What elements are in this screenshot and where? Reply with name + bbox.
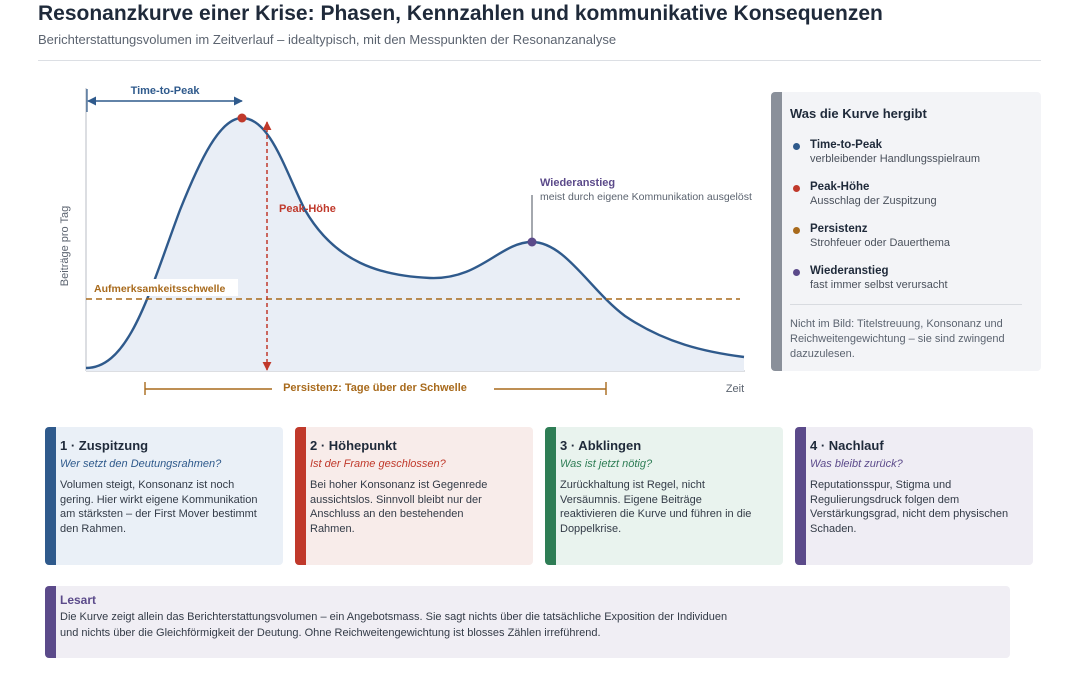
resonance-chart: Beiträge pro Tag Zeit Aufmerksamkeitssch…	[59, 85, 752, 395]
phase-card-accent	[45, 427, 56, 565]
legend-note: Nicht im Bild: Titelstreuung, Konsonanz …	[790, 318, 1005, 360]
x-axis-label: Zeit	[726, 383, 744, 395]
phase-card-body: Zurückhaltung ist Regel, nicht Versäumni…	[560, 479, 752, 535]
phase-card-title: 2 · Höhepunkt	[310, 438, 397, 453]
time-to-peak-label: Time-to-Peak	[131, 85, 201, 97]
legend-divider	[790, 304, 1022, 305]
legend-item-name: Wiederanstieg	[810, 265, 889, 277]
phase-card-abklingen: 3 · Abklingen Was ist jetzt nötig? Zurüc…	[545, 427, 783, 565]
phase-card-body: Volumen steigt, Konsonanz ist noch gerin…	[60, 479, 258, 535]
legend-item-name: Persistenz	[810, 223, 868, 235]
header-divider	[38, 60, 1041, 61]
phase-card-title: 4 · Nachlauf	[810, 438, 884, 453]
legend-item-desc: Ausschlag der Zuspitzung	[810, 195, 937, 207]
peak-height-label: Peak-Höhe	[279, 203, 336, 215]
phase-card-body: Reputationsspur, Stigma und Regulierungs…	[810, 479, 1009, 535]
phase-card-zuspitzung: 1 · Zuspitzung Wer setzt den Deutungsrah…	[45, 427, 283, 565]
reading-note-title: Lesart	[60, 593, 97, 607]
reading-note-body: Die Kurve zeigt allein das Berichterstat…	[60, 611, 728, 639]
reading-note-accent	[45, 586, 56, 658]
phase-card-body: Bei hoher Konsonanz ist Gegenrede aussic…	[310, 479, 488, 535]
phase-card-accent	[545, 427, 556, 565]
legend-dot-peak-height	[793, 185, 800, 192]
legend-dot-time-to-peak	[793, 143, 800, 150]
phase-card-question: Ist der Frame geschlossen?	[310, 458, 446, 470]
page-title: Resonanzkurve einer Krise: Phasen, Kennz…	[38, 2, 883, 25]
legend-item-desc: Strohfeuer oder Dauerthema	[810, 237, 951, 249]
peak-marker	[237, 113, 247, 123]
phase-card-nachlauf: 4 · Nachlauf Was bleibt zurück? Reputati…	[795, 427, 1033, 565]
phase-card-accent	[295, 427, 306, 565]
legend-item-name: Peak-Höhe	[810, 181, 870, 193]
threshold-label-bg	[89, 279, 238, 296]
phase-card-question: Was bleibt zurück?	[810, 458, 903, 470]
persistence-label: Persistenz: Tage über der Schwelle	[283, 382, 467, 394]
legend-item-desc: verbleibender Handlungsspielraum	[810, 153, 980, 165]
legend-item-name: Time-to-Peak	[810, 139, 883, 151]
resonance-curve	[85, 116, 745, 370]
phase-card-title: 1 · Zuspitzung	[60, 438, 149, 453]
reading-note-box: Lesart Die Kurve zeigt allein das Berich…	[45, 586, 1010, 658]
phase-card-title: 3 · Abklingen	[560, 438, 642, 453]
threshold-label: Aufmerksamkeitsschwelle	[94, 283, 225, 295]
rebound-subtitle: meist durch eigene Kommunikation ausgelö…	[540, 191, 752, 203]
y-axis-label: Beiträge pro Tag	[59, 206, 71, 287]
phase-card-hoehepunkt: 2 · Höhepunkt Ist der Frame geschlossen?…	[295, 427, 533, 565]
phase-card-question: Was ist jetzt nötig?	[560, 458, 653, 470]
curve-area	[86, 118, 744, 371]
legend-dot-rebound	[793, 269, 800, 276]
rebound-title: Wiederanstieg	[540, 177, 615, 189]
legend-panel-title: Was die Kurve hergibt	[790, 106, 927, 121]
page-subtitle: Berichterstattungsvolumen im Zeitverlauf…	[38, 32, 617, 47]
rebound-marker	[527, 237, 537, 247]
phase-card-question: Wer setzt den Deutungsrahmen?	[60, 458, 222, 470]
legend-dot-persistence	[793, 227, 800, 234]
legend-item-desc: fast immer selbst verursacht	[810, 279, 948, 291]
phase-card-accent	[795, 427, 806, 565]
legend-panel-accent	[771, 92, 782, 371]
legend-panel: Was die Kurve hergibt Time-to-Peak verbl…	[771, 92, 1041, 371]
